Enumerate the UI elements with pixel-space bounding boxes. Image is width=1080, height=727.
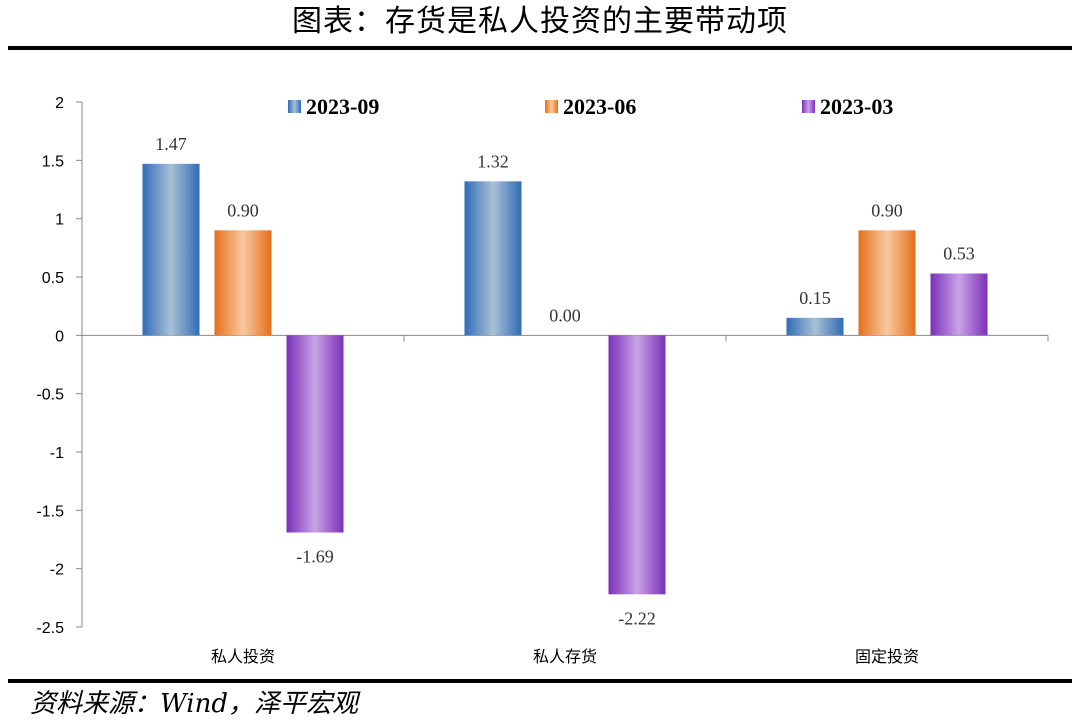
- y-tick-label: -2: [50, 562, 64, 579]
- title-rule: [8, 46, 1072, 50]
- data-label: 0.90: [871, 200, 903, 220]
- source-rule: [8, 679, 1072, 683]
- category-label: 固定投资: [855, 647, 919, 666]
- y-tick-label: 1.5: [42, 153, 64, 170]
- legend-label: 2023-03: [820, 94, 893, 119]
- bar-2023-03: [286, 335, 344, 533]
- y-tick-label: 0: [55, 328, 64, 345]
- bar-chart: 2 1.5 1 0.5 0 -0.5 -1 -1.5 -2 -2.5 私人投资 私人存货 固定投资 1.…: [36, 94, 1049, 666]
- source-note: 资料来源：Wind，泽平宏观: [30, 689, 358, 719]
- y-tick-label: 0.5: [42, 270, 64, 287]
- data-label: -2.22: [618, 608, 656, 628]
- bar-2023-03: [930, 273, 988, 336]
- legend-label: 2023-09: [306, 94, 379, 119]
- legend-swatch: [802, 100, 815, 113]
- data-label: 1.47: [155, 134, 187, 154]
- data-label: 0.90: [227, 200, 259, 220]
- bar-2023-09: [464, 181, 522, 336]
- legend-swatch: [545, 100, 558, 113]
- category-label: 私人投资: [211, 647, 275, 666]
- y-tick-label: -2.5: [36, 620, 64, 637]
- axes: 2 1.5 1 0.5 0 -0.5 -1 -1.5 -2 -2.5 私人投资 私人存货 固定投资: [36, 95, 1049, 666]
- data-label: -1.69: [296, 547, 334, 567]
- y-tick-label: -0.5: [36, 387, 64, 404]
- legend: 2023-09 2023-06 2023-03: [288, 94, 893, 119]
- bar-2023-06: [858, 230, 916, 336]
- y-tick-label: 2: [55, 95, 64, 112]
- bar-2023-09: [142, 163, 200, 336]
- y-tick-label: -1: [50, 445, 64, 462]
- data-label: 0.53: [943, 244, 975, 264]
- data-label: 1.32: [477, 151, 509, 171]
- data-label: 0.15: [799, 288, 831, 308]
- chart-title: 图表：存货是私人投资的主要带动项: [292, 4, 788, 39]
- bar-2023-03: [608, 335, 666, 595]
- bar-2023-06: [214, 230, 272, 336]
- legend-label: 2023-06: [563, 94, 636, 119]
- data-label: 0.00: [549, 305, 581, 325]
- legend-swatch: [288, 100, 301, 113]
- category-label: 私人存货: [533, 647, 597, 666]
- y-tick-label: 1: [55, 212, 64, 229]
- y-tick-label: -1.5: [36, 503, 64, 520]
- bars: [142, 163, 988, 595]
- bar-2023-09: [786, 317, 844, 336]
- data-labels: 1.47 0.90 -1.69 1.32 0.00 -2.22 0.15 0.90 0.53: [155, 134, 975, 628]
